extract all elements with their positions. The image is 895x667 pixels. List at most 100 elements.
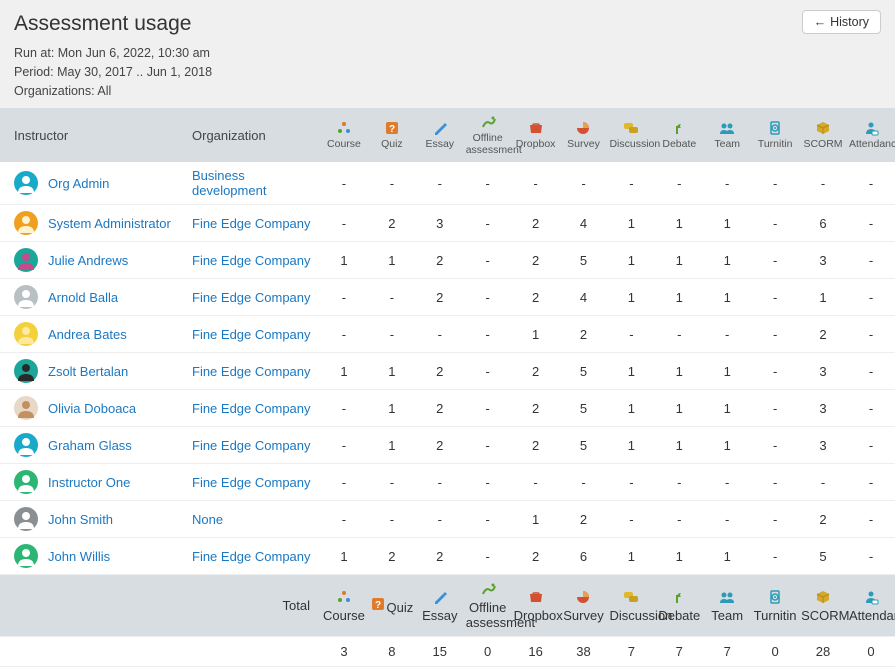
- value-cell: 2: [799, 501, 847, 538]
- table-row: John Smith None----12----2-: [0, 501, 895, 538]
- instructor-link[interactable]: Zsolt Bertalan: [48, 364, 128, 379]
- value-cell: -: [320, 205, 368, 242]
- instructor-link[interactable]: John Willis: [48, 549, 110, 564]
- organization-link[interactable]: None: [192, 512, 223, 527]
- total-value-cell: 0: [464, 637, 512, 667]
- instructor-link[interactable]: System Administrator: [48, 216, 171, 231]
- value-cell: -: [751, 316, 799, 353]
- value-cell: 2: [416, 427, 464, 464]
- value-cell: 1: [703, 242, 751, 279]
- value-cell: 2: [512, 353, 560, 390]
- value-cell: 1: [655, 242, 703, 279]
- value-cell: 4: [560, 279, 608, 316]
- organization-link[interactable]: Business development: [192, 168, 266, 198]
- avatar: [14, 470, 38, 494]
- organization-link[interactable]: Fine Edge Company: [192, 401, 311, 416]
- value-cell: 2: [799, 316, 847, 353]
- col-header-scorm[interactable]: SCORM: [799, 108, 847, 162]
- table-header-row: Instructor Organization Course ?Quiz Ess…: [0, 108, 895, 162]
- course-icon: [336, 120, 352, 136]
- instructor-link[interactable]: Instructor One: [48, 475, 130, 490]
- organization-link[interactable]: Fine Edge Company: [192, 364, 311, 379]
- value-cell: 2: [512, 242, 560, 279]
- value-cell: 3: [799, 427, 847, 464]
- instructor-link[interactable]: Olivia Doboaca: [48, 401, 136, 416]
- instructor-link[interactable]: John Smith: [48, 512, 113, 527]
- value-cell: -: [320, 162, 368, 205]
- totals-col-offline: Offline assessment: [464, 575, 512, 637]
- avatar: [14, 248, 38, 272]
- col-header-survey[interactable]: Survey: [560, 108, 608, 162]
- attendance-icon: [863, 120, 879, 136]
- totals-col-quiz: ?Quiz: [368, 575, 416, 637]
- col-header-team[interactable]: Team: [703, 108, 751, 162]
- col-header-organization[interactable]: Organization: [190, 108, 320, 162]
- survey-icon: [575, 120, 591, 136]
- instructor-link[interactable]: Arnold Balla: [48, 290, 118, 305]
- value-cell: -: [751, 279, 799, 316]
- value-cell: 1: [368, 427, 416, 464]
- col-header-course[interactable]: Course: [320, 108, 368, 162]
- col-header-attendance[interactable]: Attendance: [847, 108, 895, 162]
- instructor-link[interactable]: Graham Glass: [48, 438, 132, 453]
- value-cell: -: [607, 464, 655, 501]
- value-cell: 2: [416, 353, 464, 390]
- value-cell: -: [416, 316, 464, 353]
- value-cell: -: [368, 279, 416, 316]
- total-value-cell: 15: [416, 637, 464, 667]
- col-header-discussion[interactable]: Discussion: [607, 108, 655, 162]
- col-header-debate[interactable]: Debate: [655, 108, 703, 162]
- value-cell: 1: [368, 353, 416, 390]
- instructor-link[interactable]: Org Admin: [48, 176, 109, 191]
- col-header-instructor[interactable]: Instructor: [0, 108, 190, 162]
- table-row: John Willis Fine Edge Company122-26111-5…: [0, 538, 895, 575]
- avatar: [14, 544, 38, 568]
- totals-col-debate: Debate: [655, 575, 703, 637]
- col-header-quiz[interactable]: ?Quiz: [368, 108, 416, 162]
- dropbox-icon: [528, 589, 544, 605]
- value-cell: -: [847, 353, 895, 390]
- scorm-icon: [815, 589, 831, 605]
- value-cell: -: [320, 464, 368, 501]
- col-header-essay[interactable]: Essay: [416, 108, 464, 162]
- assessment-usage-table: Instructor Organization Course ?Quiz Ess…: [0, 108, 895, 667]
- table-row: Org Admin Business development----------…: [0, 162, 895, 205]
- value-cell: -: [799, 162, 847, 205]
- svg-text:?: ?: [389, 124, 395, 135]
- organization-link[interactable]: Fine Edge Company: [192, 290, 311, 305]
- value-cell: 2: [416, 242, 464, 279]
- value-cell: 1: [512, 501, 560, 538]
- value-cell: -: [320, 501, 368, 538]
- organization-link[interactable]: Fine Edge Company: [192, 438, 311, 453]
- value-cell: 2: [512, 279, 560, 316]
- instructor-link[interactable]: Julie Andrews: [48, 253, 128, 268]
- history-button[interactable]: ←History: [802, 10, 881, 34]
- organization-link[interactable]: Fine Edge Company: [192, 475, 311, 490]
- discussion-icon: [623, 589, 639, 605]
- col-header-offline[interactable]: Offline assessment: [464, 108, 512, 162]
- organization-link[interactable]: Fine Edge Company: [192, 549, 311, 564]
- value-cell: 1: [512, 316, 560, 353]
- value-cell: -: [655, 316, 703, 353]
- avatar: [14, 359, 38, 383]
- organization-link[interactable]: Fine Edge Company: [192, 216, 311, 231]
- value-cell: -: [751, 427, 799, 464]
- avatar: [14, 507, 38, 531]
- organization-link[interactable]: Fine Edge Company: [192, 253, 311, 268]
- totals-col-turnitin: Turnitin: [751, 575, 799, 637]
- value-cell: 1: [799, 279, 847, 316]
- avatar: [14, 171, 38, 195]
- total-value-cell: 28: [799, 637, 847, 667]
- value-cell: -: [655, 501, 703, 538]
- table-row: Olivia Doboaca Fine Edge Company-12-2511…: [0, 390, 895, 427]
- total-value-cell: 7: [607, 637, 655, 667]
- value-cell: -: [703, 316, 751, 353]
- instructor-link[interactable]: Andrea Bates: [48, 327, 127, 342]
- organization-link[interactable]: Fine Edge Company: [192, 327, 311, 342]
- col-header-turnitin[interactable]: Turnitin: [751, 108, 799, 162]
- debate-icon: [671, 589, 687, 605]
- value-cell: -: [799, 464, 847, 501]
- value-cell: -: [703, 501, 751, 538]
- total-value-cell: 0: [751, 637, 799, 667]
- table-row: Zsolt Bertalan Fine Edge Company112-2511…: [0, 353, 895, 390]
